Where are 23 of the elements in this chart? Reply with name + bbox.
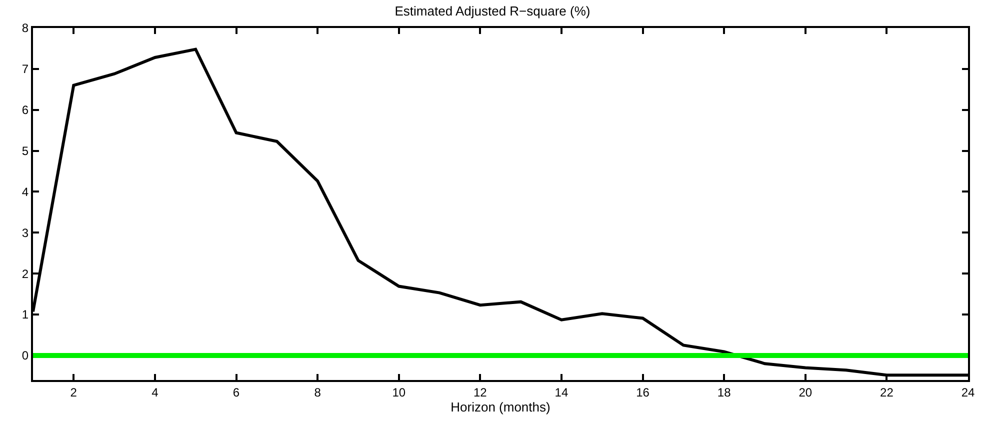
y-tick-label: 4 <box>22 184 29 199</box>
y-tick-label: 3 <box>22 226 29 240</box>
x-tick-label: 6 <box>232 385 240 400</box>
x-tick-label: 14 <box>554 385 568 400</box>
x-tick-label: 20 <box>798 385 812 400</box>
y-tick-label: 5 <box>22 144 29 158</box>
y-tick-label: 6 <box>22 103 29 118</box>
chart-title: Estimated Adjusted R−square (%) <box>394 4 590 19</box>
x-tick-label: 2 <box>70 385 78 400</box>
x-tick-label: 24 <box>961 385 975 400</box>
x-tick-label: 10 <box>392 385 406 400</box>
x-tick-label: 12 <box>473 385 488 400</box>
y-tick-label: 8 <box>22 21 29 36</box>
y-tick-label: 2 <box>22 266 29 281</box>
x-axis-title: Horizon (months) <box>450 399 550 414</box>
x-tick-label: 16 <box>636 385 650 400</box>
y-tick-label: 0 <box>22 348 29 363</box>
y-tick-label: 1 <box>22 308 29 322</box>
x-tick-label: 8 <box>314 385 322 400</box>
x-tick-label: 18 <box>717 385 732 400</box>
x-tick-label: 22 <box>880 385 894 400</box>
x-tick-label: 4 <box>152 385 159 400</box>
y-tick-label: 7 <box>22 62 29 76</box>
